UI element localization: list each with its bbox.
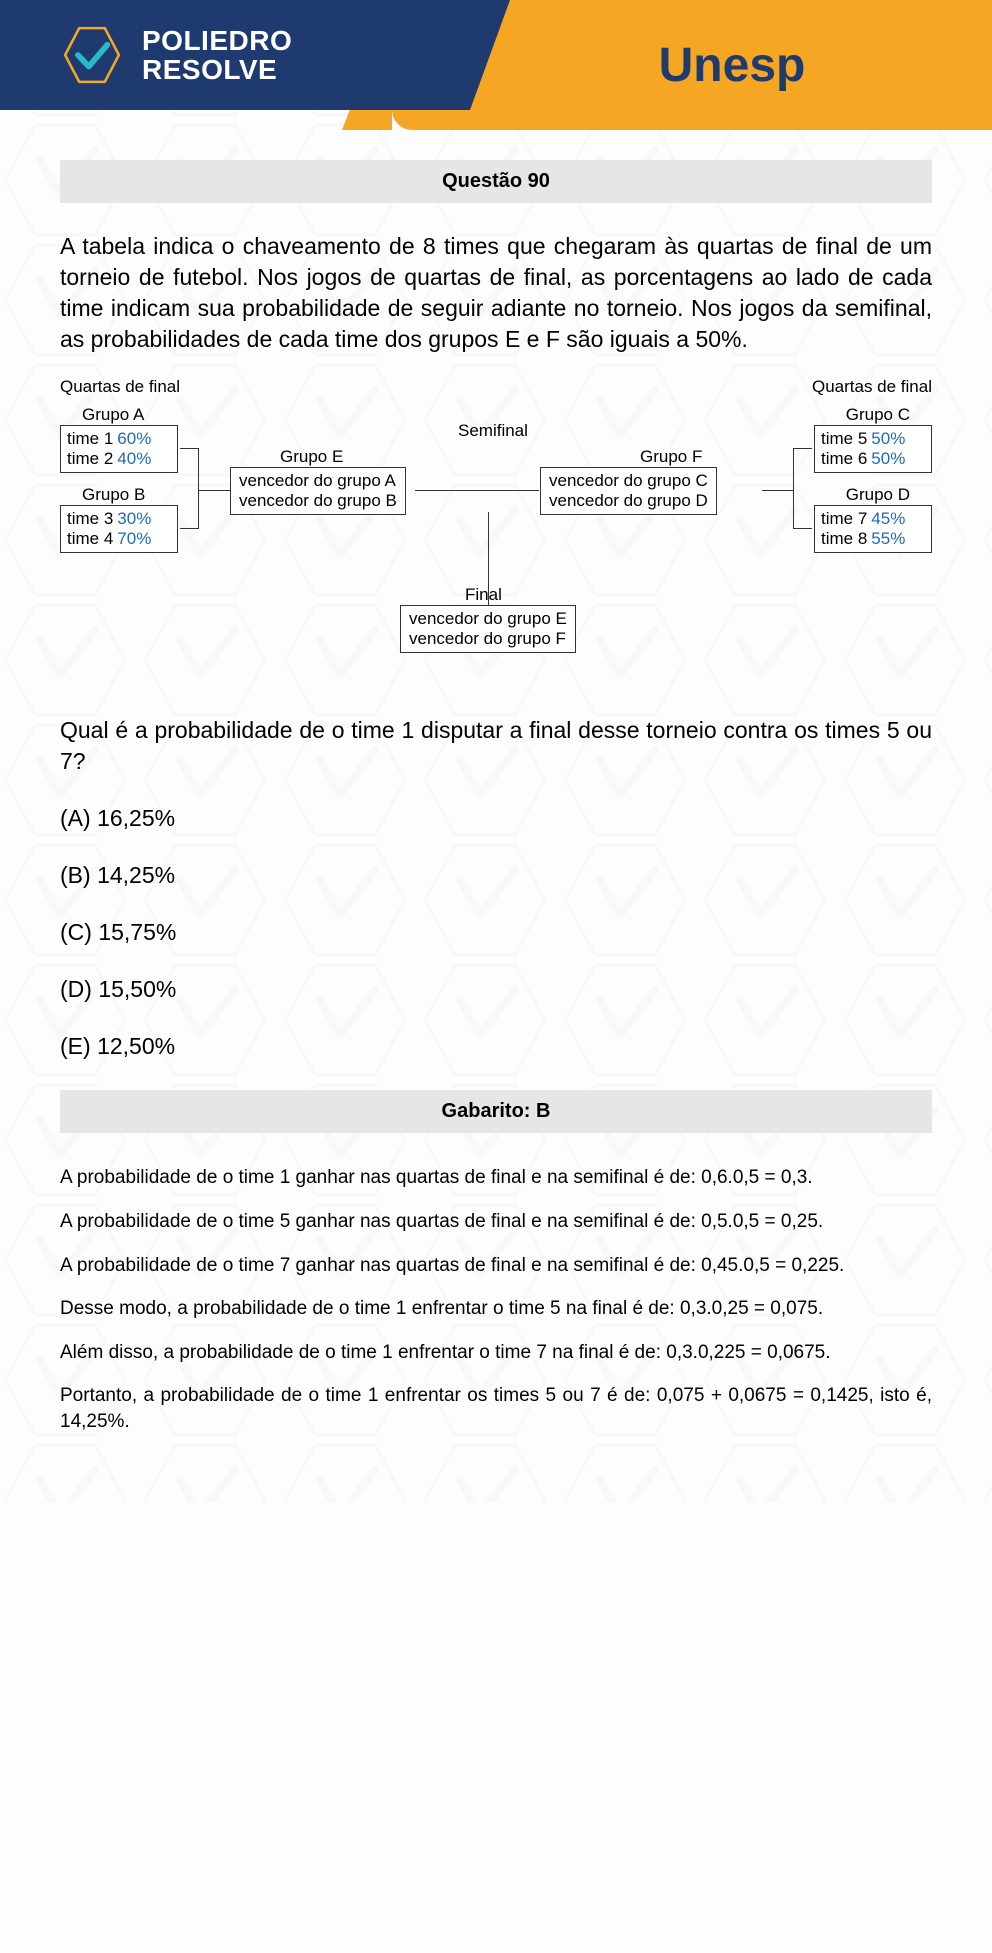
final-box: vencedor do grupo E vencedor do grupo F [400,605,576,653]
solution-p6: Portanto, a probabilidade de o time 1 en… [60,1383,932,1434]
bracket-line [794,528,812,529]
brand-line1: POLIEDRO [142,26,292,55]
option-e-text: 12,50% [97,1033,175,1059]
team-row: time 470% [67,529,171,549]
option-d-text: 15,50% [98,976,176,1002]
team-name: time 4 [67,529,113,548]
group-b-title: Grupo B [82,485,145,505]
option-a-text: 16,25% [97,805,175,831]
options-list: (A) 16,25% (B) 14,25% (C) 15,75% (D) 15,… [60,805,932,1060]
team-pct: 60% [117,429,151,448]
group-c-title: Grupo C [846,405,910,425]
solution-p5: Além disso, a probabilidade de o time 1 … [60,1340,932,1366]
bracket-line [180,448,198,449]
winner-line: vencedor do grupo A [239,471,397,491]
team-pct: 45% [871,509,905,528]
option-a: (A) 16,25% [60,805,932,832]
bracket-line [793,448,794,529]
team-row: time 550% [821,429,925,449]
group-f-box: vencedor do grupo C vencedor do grupo D [540,467,717,515]
solution-p3: A probabilidade de o time 7 ganhar nas q… [60,1253,932,1279]
qf-label-left: Quartas de final [60,377,180,397]
option-d: (D) 15,50% [60,976,932,1003]
winner-line: vencedor do grupo B [239,491,397,511]
group-c-box: time 550% time 650% [814,425,932,473]
bracket-line [198,490,230,491]
brand-line2: RESOLVE [142,55,292,84]
page-header: Unesp POLIEDRO RESOLVE [0,0,992,130]
group-e-title: Grupo E [280,447,343,467]
winner-line: vencedor do grupo E [409,609,567,629]
team-row: time 330% [67,509,171,529]
solution-p4: Desse modo, a probabilidade de o time 1 … [60,1296,932,1322]
question-followup: Qual é a probabilidade de o time 1 dispu… [60,715,932,777]
option-e: (E) 12,50% [60,1033,932,1060]
group-f-title: Grupo F [640,447,702,467]
option-b-text: 14,25% [97,862,175,888]
group-a-title: Grupo A [82,405,144,425]
team-row: time 745% [821,509,925,529]
qf-label-right: Quartas de final [812,377,932,397]
team-pct: 55% [871,529,905,548]
team-name: time 7 [821,509,867,528]
group-e-box: vencedor do grupo A vencedor do grupo B [230,467,406,515]
bracket-line [180,528,198,529]
bracket-diagram: Quartas de final Quartas de final Grupo … [60,377,932,697]
semifinal-label: Semifinal [458,421,528,441]
solution-p1: A probabilidade de o time 1 ganhar nas q… [60,1165,932,1191]
team-name: time 8 [821,529,867,548]
team-name: time 1 [67,429,113,448]
solution-p2: A probabilidade de o time 5 ganhar nas q… [60,1209,932,1235]
bracket-line [198,448,199,529]
team-pct: 70% [117,529,151,548]
team-row: time 240% [67,449,171,469]
brand-text: POLIEDRO RESOLVE [142,26,292,85]
winner-line: vencedor do grupo D [549,491,708,511]
team-pct: 50% [871,429,905,448]
winner-line: vencedor do grupo F [409,629,567,649]
team-row: time 855% [821,529,925,549]
group-a-box: time 160% time 240% [60,425,178,473]
bracket-line [488,512,489,605]
bracket-line [415,490,539,491]
group-d-box: time 745% time 855% [814,505,932,553]
bracket-line [762,490,794,491]
logo-hex-icon [60,23,124,87]
team-pct: 50% [871,449,905,468]
solution-block: A probabilidade de o time 1 ganhar nas q… [60,1165,932,1434]
team-name: time 5 [821,429,867,448]
team-row: time 650% [821,449,925,469]
answer-bar: Gabarito: B [60,1090,932,1133]
team-pct: 40% [117,449,151,468]
winner-line: vencedor do grupo C [549,471,708,491]
team-name: time 2 [67,449,113,468]
bracket-line [794,448,812,449]
final-label: Final [465,585,502,605]
option-c: (C) 15,75% [60,919,932,946]
group-d-title: Grupo D [846,485,910,505]
question-title-bar: Questão 90 [60,160,932,203]
header-blue-panel: POLIEDRO RESOLVE [0,0,470,110]
exam-name: Unesp [659,38,806,93]
option-c-text: 15,75% [98,919,176,945]
option-b: (B) 14,25% [60,862,932,889]
team-name: time 3 [67,509,113,528]
content-area: Questão 90 A tabela indica o chaveamento… [0,130,992,1503]
team-pct: 30% [117,509,151,528]
team-row: time 160% [67,429,171,449]
team-name: time 6 [821,449,867,468]
question-text: A tabela indica o chaveamento de 8 times… [60,231,932,355]
group-b-box: time 330% time 470% [60,505,178,553]
